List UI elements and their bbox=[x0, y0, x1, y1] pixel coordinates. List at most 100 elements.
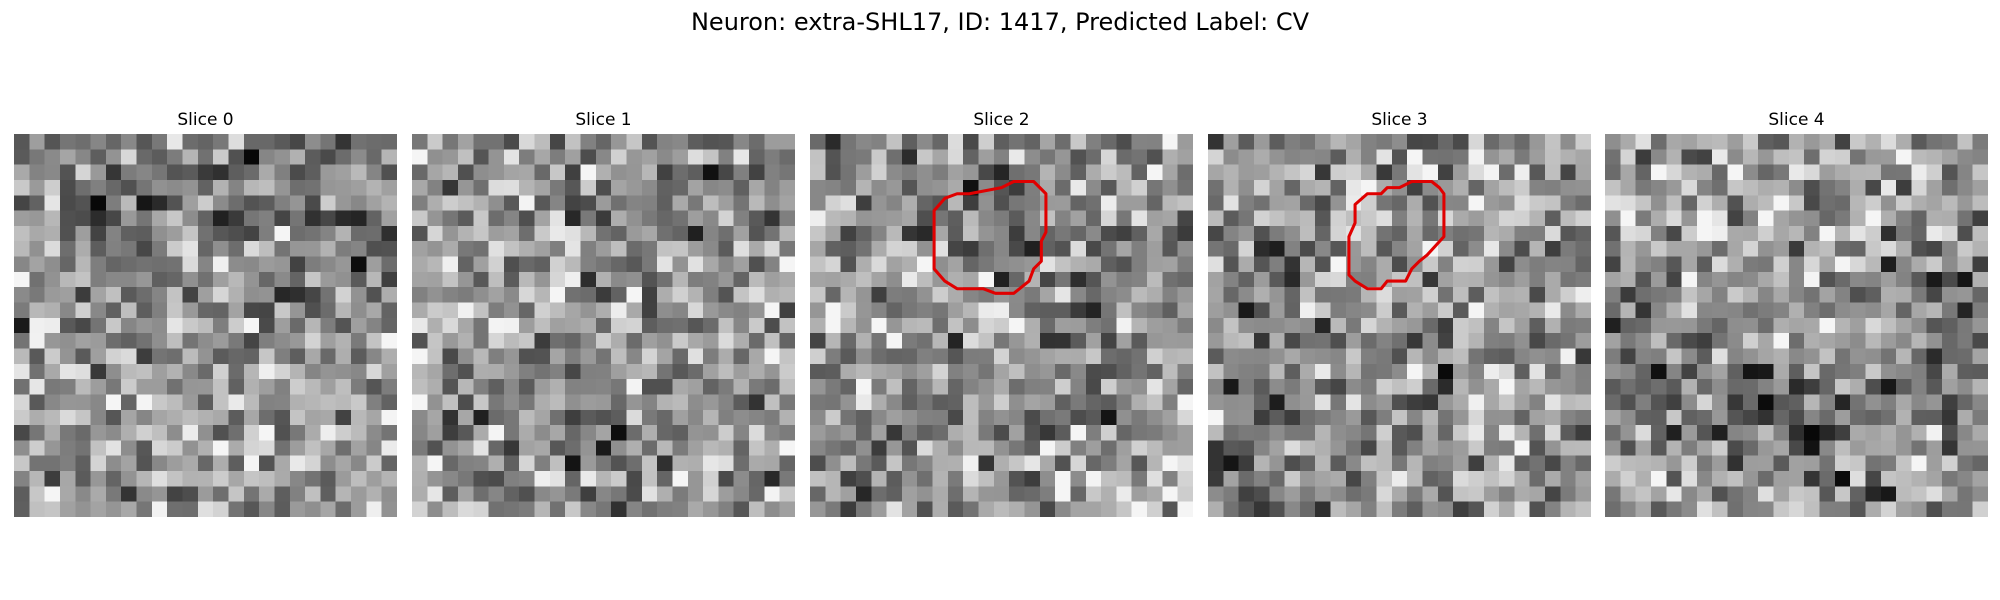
image-pixel bbox=[1545, 440, 1561, 457]
image-pixel bbox=[733, 409, 750, 426]
image-pixel bbox=[1131, 363, 1148, 380]
image-pixel bbox=[1131, 179, 1148, 196]
image-pixel bbox=[228, 409, 245, 426]
image-pixel bbox=[1391, 486, 1408, 502]
image-pixel bbox=[1361, 425, 1377, 441]
image-pixel bbox=[595, 425, 612, 441]
image-pixel bbox=[1575, 348, 1591, 365]
image-pixel bbox=[1162, 333, 1178, 349]
image-pixel bbox=[1422, 287, 1439, 303]
image-pixel bbox=[825, 440, 841, 457]
image-pixel bbox=[1773, 455, 1790, 472]
image-pixel bbox=[1865, 164, 1882, 181]
image-pixel bbox=[105, 379, 122, 395]
image-pixel bbox=[657, 149, 673, 165]
image-pixel bbox=[1116, 271, 1133, 288]
image-pixel bbox=[1101, 225, 1117, 242]
image-pixel bbox=[1101, 241, 1117, 257]
image-pixel bbox=[1177, 210, 1193, 227]
image-pixel bbox=[1101, 134, 1117, 150]
image-pixel bbox=[1712, 363, 1728, 380]
image-pixel bbox=[1055, 179, 1071, 196]
image-pixel bbox=[1712, 394, 1728, 411]
image-pixel bbox=[1483, 302, 1500, 319]
image-pixel bbox=[1681, 455, 1698, 472]
image-pixel bbox=[1269, 425, 1285, 441]
image-pixel bbox=[1284, 409, 1301, 426]
image-pixel bbox=[1742, 333, 1759, 349]
image-pixel bbox=[213, 241, 229, 257]
image-pixel bbox=[810, 225, 826, 242]
image-pixel bbox=[565, 455, 581, 472]
slice-title: Slice 2 bbox=[973, 110, 1030, 130]
image-pixel bbox=[1911, 195, 1928, 211]
image-pixel bbox=[672, 409, 689, 426]
image-pixel bbox=[1391, 256, 1408, 273]
image-pixel bbox=[121, 394, 137, 411]
image-pixel bbox=[580, 409, 597, 426]
image-pixel bbox=[228, 471, 245, 487]
image-pixel bbox=[1223, 271, 1239, 288]
image-pixel bbox=[703, 471, 719, 487]
image-pixel bbox=[718, 440, 735, 457]
image-pixel bbox=[779, 501, 795, 517]
image-pixel bbox=[1911, 348, 1928, 365]
image-pixel bbox=[1529, 348, 1546, 365]
image-pixel bbox=[1727, 440, 1744, 457]
image-pixel bbox=[1972, 425, 1988, 441]
image-pixel bbox=[1499, 134, 1515, 150]
image-pixel bbox=[121, 241, 137, 257]
image-pixel bbox=[503, 134, 520, 150]
image-pixel bbox=[1208, 302, 1224, 319]
image-pixel bbox=[779, 179, 795, 196]
image-pixel bbox=[90, 256, 107, 273]
image-pixel bbox=[549, 501, 566, 517]
image-pixel bbox=[1788, 195, 1805, 211]
image-pixel bbox=[1177, 471, 1193, 487]
image-pixel bbox=[1299, 348, 1316, 365]
image-pixel bbox=[1758, 149, 1774, 165]
image-pixel bbox=[1238, 425, 1255, 441]
image-pixel bbox=[1514, 455, 1531, 472]
image-pixel bbox=[75, 486, 91, 502]
image-pixel bbox=[136, 425, 153, 441]
image-pixel bbox=[1834, 333, 1851, 349]
image-pixel bbox=[1712, 333, 1728, 349]
image-pixel bbox=[1681, 271, 1698, 288]
image-pixel bbox=[259, 179, 275, 196]
image-pixel bbox=[1742, 271, 1759, 288]
image-pixel bbox=[151, 134, 168, 150]
image-pixel bbox=[687, 348, 704, 365]
image-pixel bbox=[1942, 317, 1958, 334]
image-pixel bbox=[1315, 271, 1331, 288]
image-pixel bbox=[580, 317, 597, 334]
image-pixel bbox=[335, 394, 352, 411]
image-pixel bbox=[381, 271, 397, 288]
image-pixel bbox=[1055, 225, 1071, 242]
image-pixel bbox=[167, 287, 183, 303]
image-pixel bbox=[1712, 225, 1728, 242]
image-pixel bbox=[427, 501, 443, 517]
image-pixel bbox=[1147, 394, 1163, 411]
image-pixel bbox=[749, 287, 765, 303]
image-pixel bbox=[259, 363, 275, 380]
image-pixel bbox=[1681, 333, 1698, 349]
image-pixel bbox=[488, 195, 505, 211]
image-pixel bbox=[75, 287, 91, 303]
image-pixel bbox=[1575, 271, 1591, 288]
image-pixel bbox=[611, 486, 627, 502]
image-pixel bbox=[213, 287, 229, 303]
image-pixel bbox=[1926, 440, 1943, 457]
image-pixel bbox=[320, 256, 337, 273]
image-pixel bbox=[1101, 302, 1117, 319]
image-pixel bbox=[1437, 302, 1454, 319]
image-pixel bbox=[274, 409, 291, 426]
image-pixel bbox=[886, 486, 903, 502]
image-pixel bbox=[1284, 363, 1301, 380]
image-pixel bbox=[1330, 134, 1347, 150]
image-pixel bbox=[1131, 455, 1148, 472]
image-pixel bbox=[366, 425, 382, 441]
image-pixel bbox=[993, 149, 1010, 165]
image-pixel bbox=[105, 394, 122, 411]
image-pixel bbox=[1208, 440, 1224, 457]
